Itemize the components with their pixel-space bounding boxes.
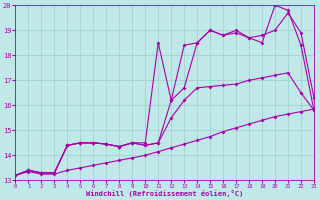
X-axis label: Windchill (Refroidissement éolien,°C): Windchill (Refroidissement éolien,°C) bbox=[86, 190, 243, 197]
